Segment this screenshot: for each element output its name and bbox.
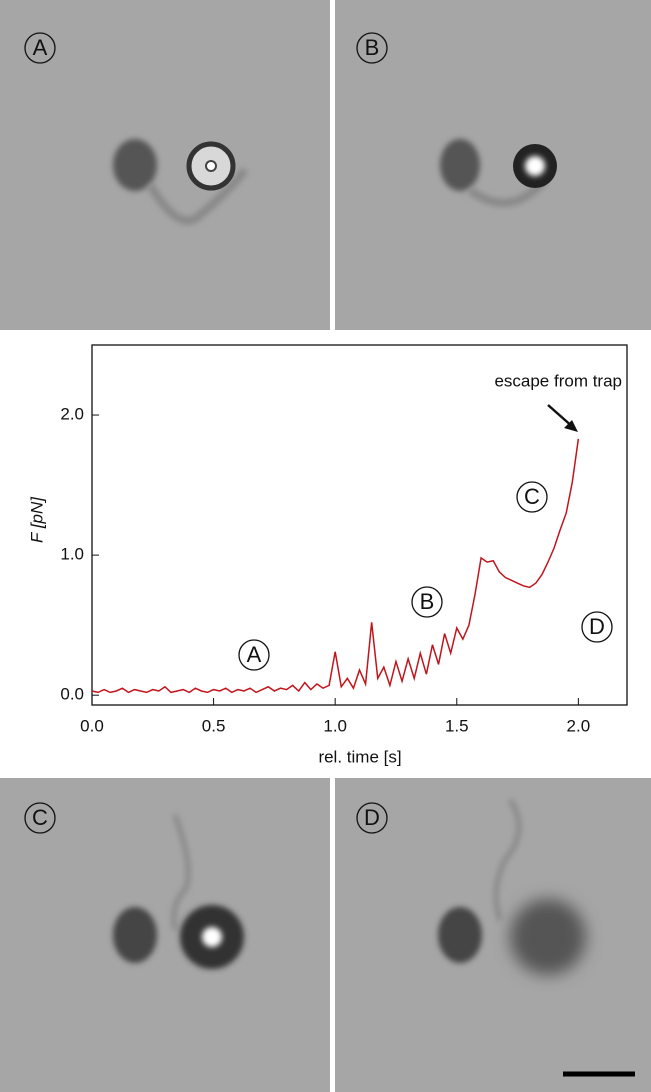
annotation: B [420, 589, 435, 614]
x-tick-label: 1.5 [445, 716, 469, 735]
annotation: C [524, 484, 540, 509]
micrograph-c [0, 778, 330, 1092]
annotation: D [589, 614, 605, 639]
plot-frame [91, 344, 628, 706]
x-tick-label: 0.0 [80, 716, 104, 735]
annotation-ring [411, 586, 443, 618]
micrograph-d [335, 778, 651, 1092]
panel-label: C [32, 805, 48, 830]
y-tick-label: 0.0 [60, 685, 84, 704]
panel-label-ring [356, 32, 388, 64]
x-tick-label: 1.0 [323, 716, 347, 735]
micrograph-a [0, 0, 330, 330]
panel-label: B [365, 35, 380, 60]
panel-label-ring [356, 802, 388, 834]
annotation-ring [581, 611, 613, 643]
panel-label-ring [24, 802, 56, 834]
x-tick-label: 2.0 [567, 716, 591, 735]
annotation: escape from trap [494, 371, 622, 390]
force-trace [91, 438, 580, 694]
x-axis-title: rel. time [s] [318, 747, 401, 766]
plot: rel. time [s] F [pN] [27, 496, 401, 767]
panel-label: D [364, 805, 380, 830]
annotation-ring [238, 639, 270, 671]
y-tick-label: 2.0 [60, 405, 84, 424]
annotation-ring [516, 481, 548, 513]
micrograph-b [335, 0, 651, 330]
panel-label: A [33, 35, 48, 60]
annotation: A [247, 642, 262, 667]
annotation-arrowhead [564, 420, 578, 432]
x-tick-label: 0.5 [202, 716, 226, 735]
panel-label-ring [24, 32, 56, 64]
y-axis-title: F [pN] [27, 496, 46, 543]
y-tick-label: 1.0 [60, 545, 84, 564]
